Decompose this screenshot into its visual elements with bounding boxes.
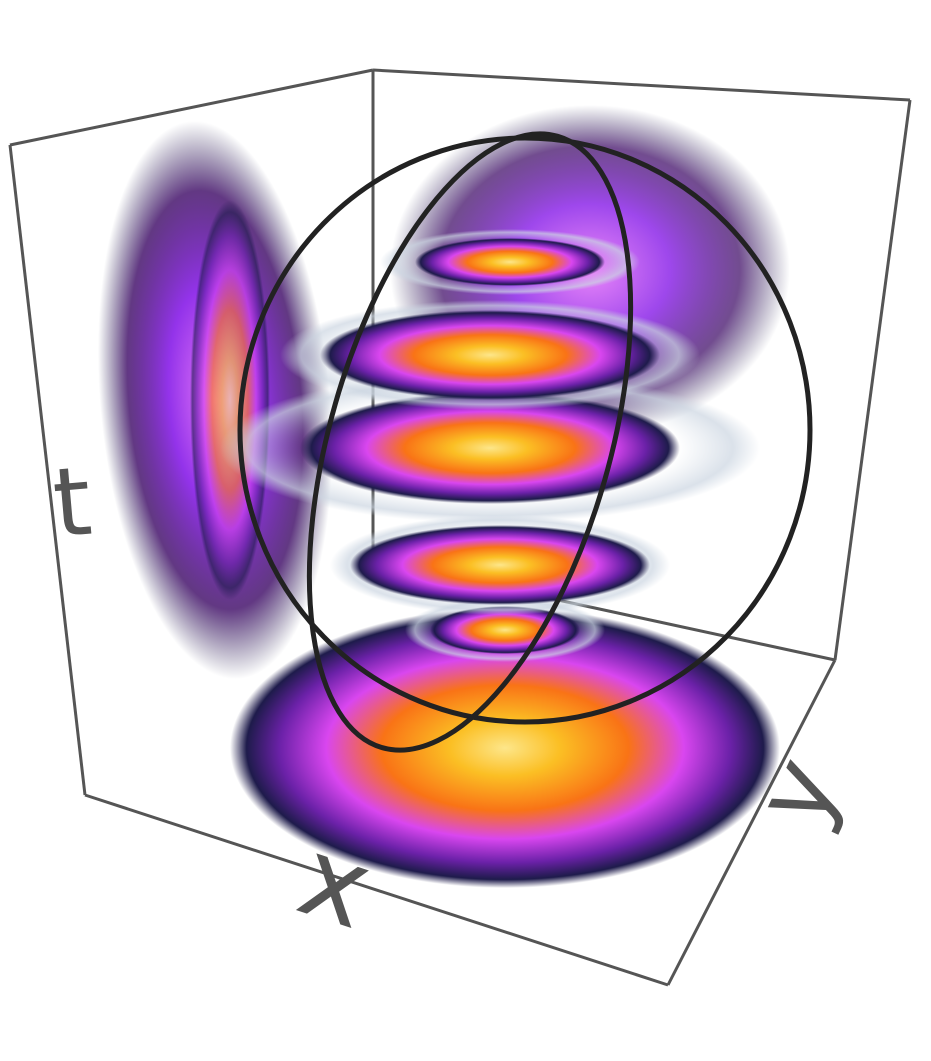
box-front — [8, 144, 837, 987]
floor-projection — [230, 608, 780, 888]
rings — [237, 131, 813, 753]
axis-label-y: y — [732, 740, 863, 843]
left-wall-core — [190, 200, 270, 600]
slices — [220, 229, 760, 662]
